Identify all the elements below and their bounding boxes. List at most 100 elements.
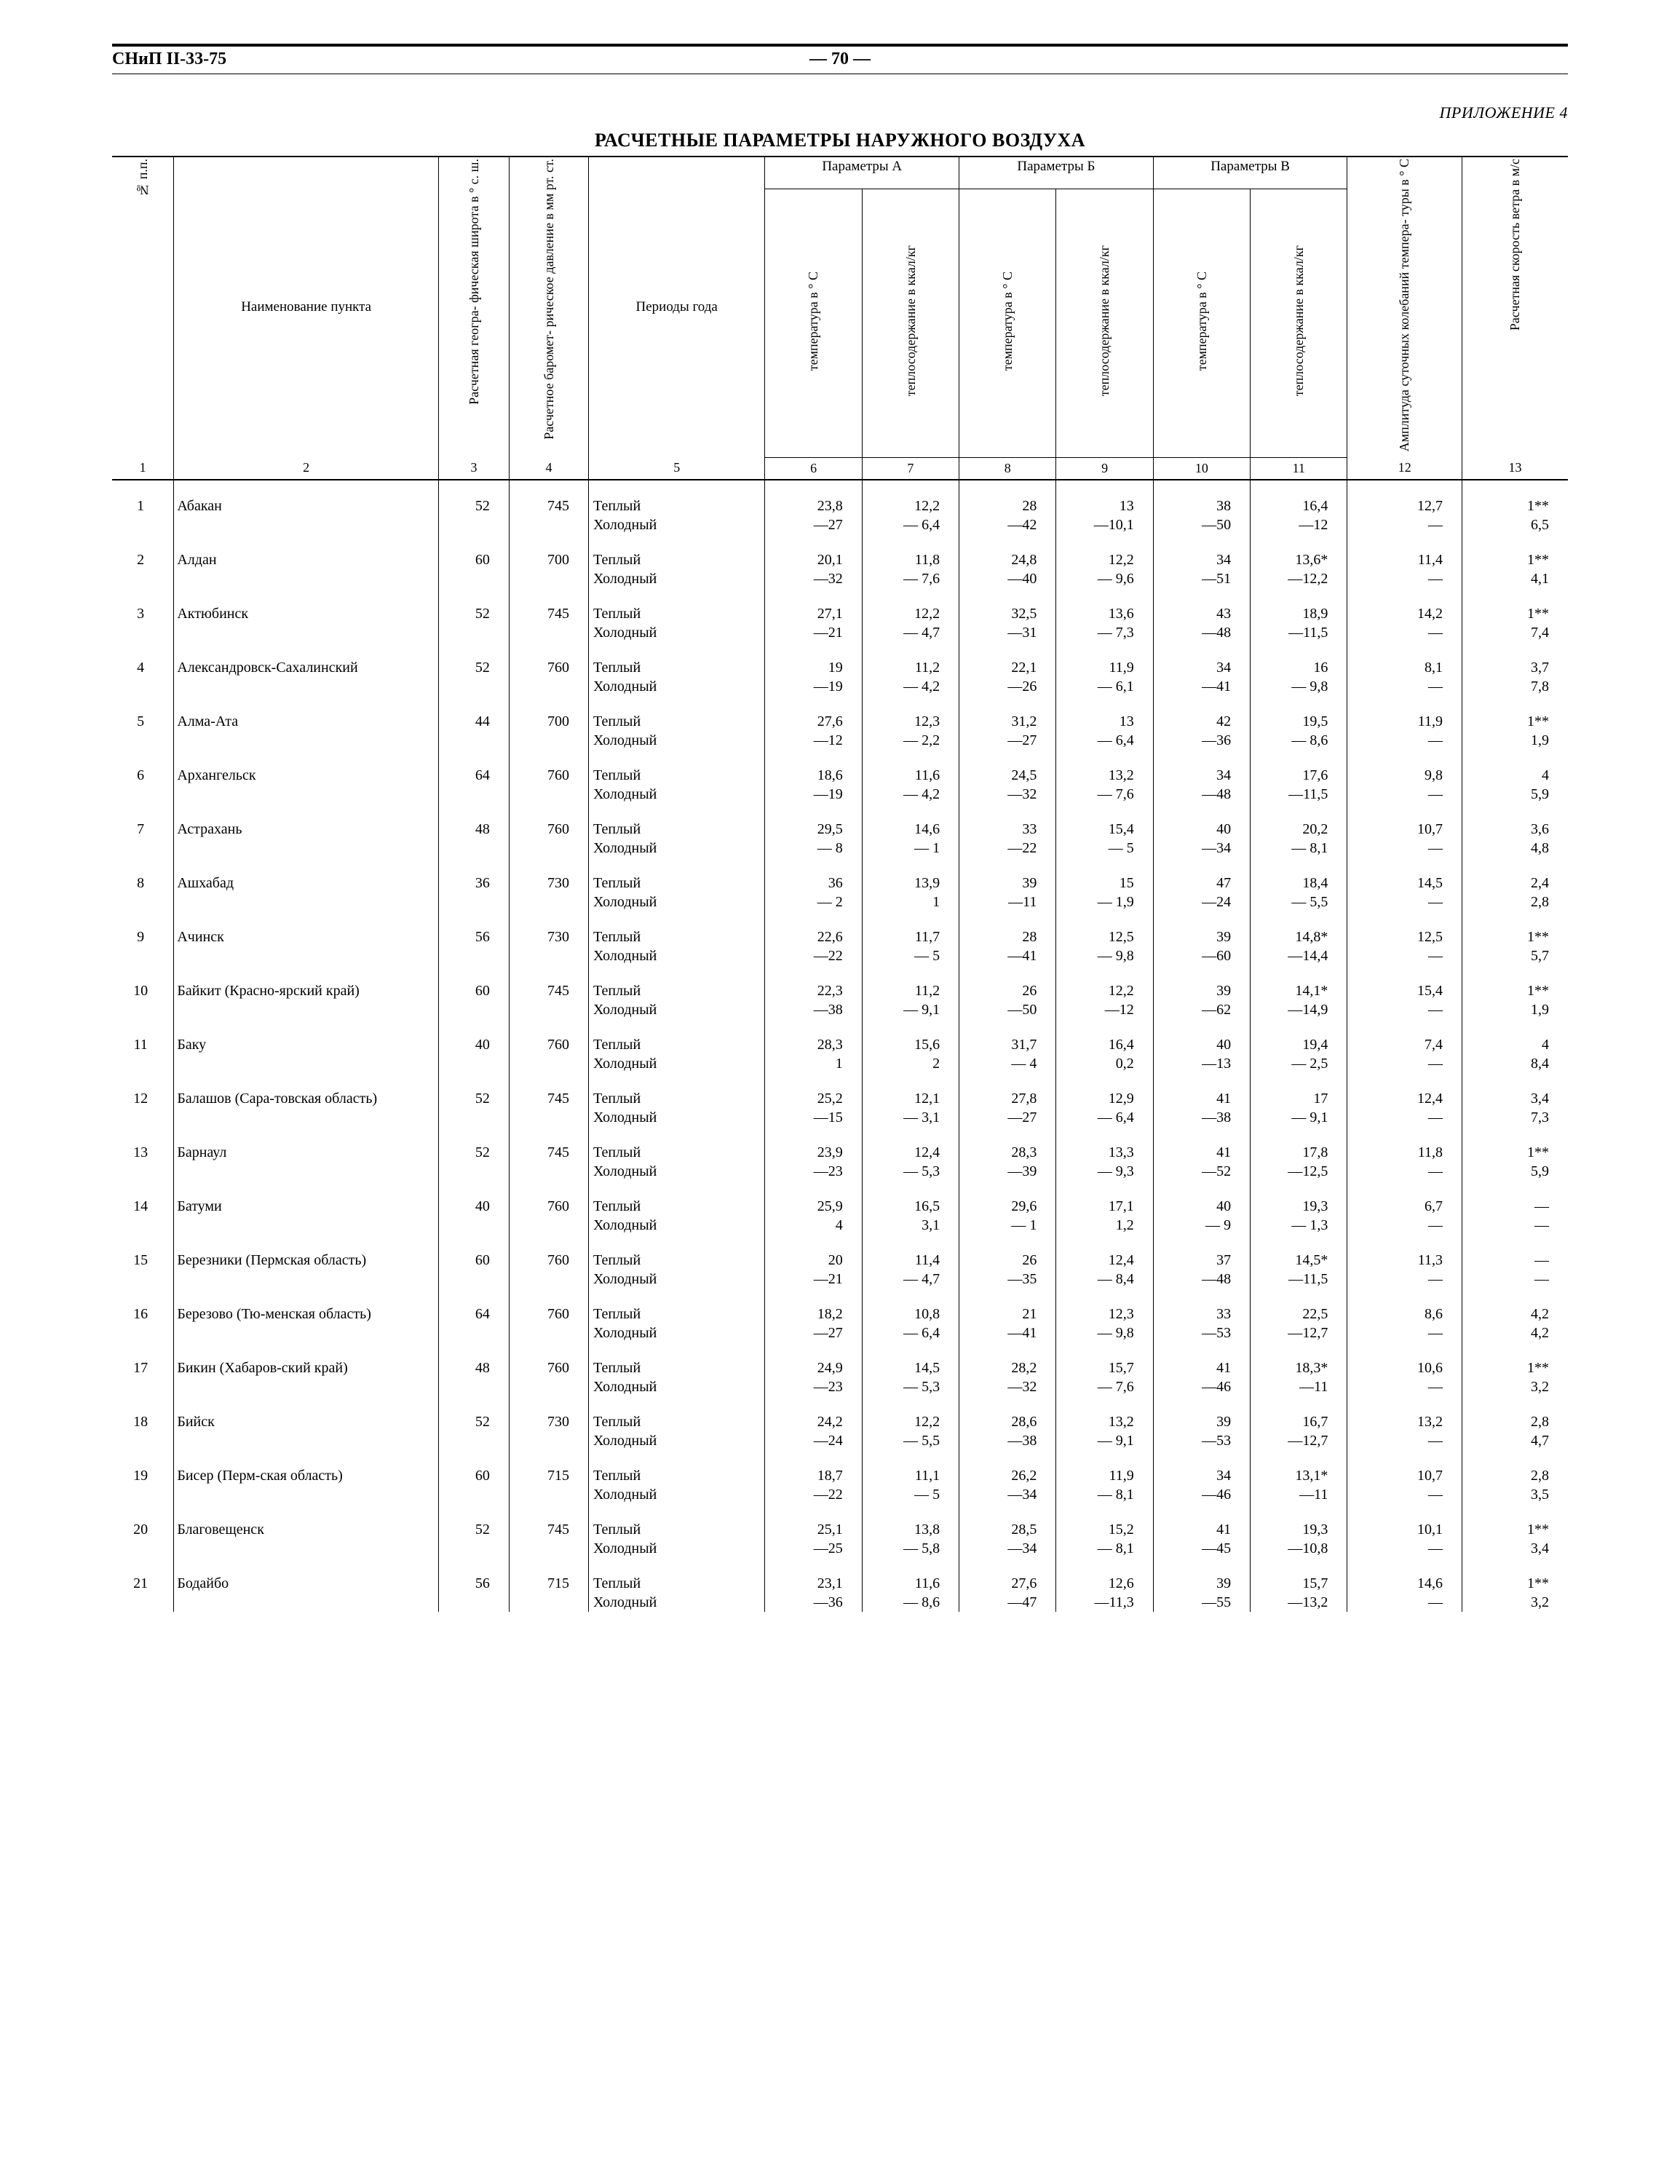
data-table: № п.п. Наименование пункта Расчетная гео… bbox=[112, 156, 1568, 1612]
row-lat: 60 bbox=[438, 1235, 509, 1289]
row-bar: 760 bbox=[509, 1289, 588, 1342]
row-name: Бикин (Хабаров-ский край) bbox=[174, 1342, 439, 1396]
period-warm: Теплый bbox=[589, 1127, 765, 1162]
table-row: 17Бикин (Хабаров-ский край)48760Теплый24… bbox=[112, 1342, 1568, 1377]
row-name: Архангельск bbox=[174, 750, 439, 804]
period-cold: Холодный bbox=[589, 946, 765, 965]
period-warm: Теплый bbox=[589, 858, 765, 893]
row-lat: 44 bbox=[438, 696, 509, 750]
group-a: Параметры А bbox=[765, 157, 959, 189]
row-index: 10 bbox=[112, 965, 174, 1019]
period-cold: Холодный bbox=[589, 515, 765, 534]
row-lat: 52 bbox=[438, 1127, 509, 1181]
row-index: 16 bbox=[112, 1289, 174, 1342]
period-cold: Холодный bbox=[589, 1539, 765, 1558]
row-index: 20 bbox=[112, 1504, 174, 1558]
row-index: 11 bbox=[112, 1019, 174, 1073]
row-name: Ачинск bbox=[174, 911, 439, 965]
col10-label: температура в ° С bbox=[1194, 272, 1210, 371]
period-warm: Теплый bbox=[589, 1073, 765, 1108]
row-index: 18 bbox=[112, 1396, 174, 1450]
row-lat: 48 bbox=[438, 804, 509, 858]
row-index: 13 bbox=[112, 1127, 174, 1181]
period-cold: Холодный bbox=[589, 731, 765, 750]
row-lat: 52 bbox=[438, 588, 509, 642]
row-index: 5 bbox=[112, 696, 174, 750]
period-warm: Теплый bbox=[589, 750, 765, 785]
group-b: Параметры Б bbox=[959, 157, 1154, 189]
row-lat: 60 bbox=[438, 534, 509, 588]
row-lat: 52 bbox=[438, 1073, 509, 1127]
row-bar: 760 bbox=[509, 1342, 588, 1396]
period-warm: Теплый bbox=[589, 1450, 765, 1485]
table-row: 16Березово (Тю-менская область)64760Тепл… bbox=[112, 1289, 1568, 1324]
table-row: 1Абакан52745Теплый23,812,228133816,412,7… bbox=[112, 480, 1568, 515]
col-numbers: 12 34 56 78 910 1112 13 bbox=[112, 457, 1568, 480]
row-name: Астрахань bbox=[174, 804, 439, 858]
row-index: 19 bbox=[112, 1450, 174, 1504]
period-cold: Холодный bbox=[589, 1593, 765, 1612]
table-row: 2Алдан60700Теплый20,111,824,812,23413,6*… bbox=[112, 534, 1568, 569]
row-name: Бодайбо bbox=[174, 1558, 439, 1612]
row-index: 21 bbox=[112, 1558, 174, 1612]
period-warm: Теплый bbox=[589, 1235, 765, 1270]
col13-label: Расчетная скорость ветра в м/с bbox=[1507, 159, 1523, 331]
row-bar: 760 bbox=[509, 1019, 588, 1073]
row-bar: 760 bbox=[509, 1235, 588, 1289]
row-lat: 64 bbox=[438, 750, 509, 804]
period-cold: Холодный bbox=[589, 1485, 765, 1504]
row-index: 8 bbox=[112, 858, 174, 911]
period-warm: Теплый bbox=[589, 588, 765, 623]
row-bar: 760 bbox=[509, 804, 588, 858]
period-warm: Теплый bbox=[589, 1396, 765, 1431]
row-name: Барнаул bbox=[174, 1127, 439, 1181]
period-cold: Холодный bbox=[589, 1216, 765, 1235]
row-name: Благовещенск bbox=[174, 1504, 439, 1558]
table-row: 6Архангельск64760Теплый18,611,624,513,23… bbox=[112, 750, 1568, 785]
row-lat: 36 bbox=[438, 858, 509, 911]
col8-label: температура в ° С bbox=[1000, 272, 1015, 371]
row-bar: 700 bbox=[509, 696, 588, 750]
table-row: 15Березники (Пермская область)60760Теплы… bbox=[112, 1235, 1568, 1270]
row-name: Актюбинск bbox=[174, 588, 439, 642]
period-warm: Теплый bbox=[589, 804, 765, 839]
row-bar: 715 bbox=[509, 1450, 588, 1504]
row-lat: 64 bbox=[438, 1289, 509, 1342]
row-bar: 745 bbox=[509, 588, 588, 642]
period-warm: Теплый bbox=[589, 534, 765, 569]
row-lat: 40 bbox=[438, 1019, 509, 1073]
table-row: 10Байкит (Красно-ярский край)60745Теплый… bbox=[112, 965, 1568, 1000]
period-warm: Теплый bbox=[589, 696, 765, 731]
col2-label: Наименование пункта bbox=[174, 157, 439, 457]
row-bar: 745 bbox=[509, 1127, 588, 1181]
col9-label: теплосодержание в ккал/кг bbox=[1097, 245, 1112, 396]
row-lat: 52 bbox=[438, 1396, 509, 1450]
period-cold: Холодный bbox=[589, 1162, 765, 1181]
row-bar: 760 bbox=[509, 642, 588, 696]
period-cold: Холодный bbox=[589, 893, 765, 911]
period-warm: Теплый bbox=[589, 1342, 765, 1377]
table-row: 13Барнаул52745Теплый23,912,428,313,34117… bbox=[112, 1127, 1568, 1162]
row-index: 4 bbox=[112, 642, 174, 696]
row-bar: 745 bbox=[509, 965, 588, 1019]
row-lat: 52 bbox=[438, 1504, 509, 1558]
row-index: 3 bbox=[112, 588, 174, 642]
period-warm: Теплый bbox=[589, 1181, 765, 1216]
table-body: 1Абакан52745Теплый23,812,228133816,412,7… bbox=[112, 480, 1568, 1612]
row-lat: 56 bbox=[438, 911, 509, 965]
period-warm: Теплый bbox=[589, 1289, 765, 1324]
row-index: 17 bbox=[112, 1342, 174, 1396]
row-name: Батуми bbox=[174, 1181, 439, 1235]
row-name: Александровск-Сахалинский bbox=[174, 642, 439, 696]
period-warm: Теплый bbox=[589, 480, 765, 515]
row-index: 9 bbox=[112, 911, 174, 965]
row-name: Алдан bbox=[174, 534, 439, 588]
group-c: Параметры В bbox=[1153, 157, 1347, 189]
row-lat: 60 bbox=[438, 965, 509, 1019]
table-row: 19Бисер (Перм-ская область)60715Теплый18… bbox=[112, 1450, 1568, 1485]
row-name: Байкит (Красно-ярский край) bbox=[174, 965, 439, 1019]
period-warm: Теплый bbox=[589, 911, 765, 946]
row-name: Ашхабад bbox=[174, 858, 439, 911]
row-lat: 52 bbox=[438, 642, 509, 696]
period-cold: Холодный bbox=[589, 1000, 765, 1019]
